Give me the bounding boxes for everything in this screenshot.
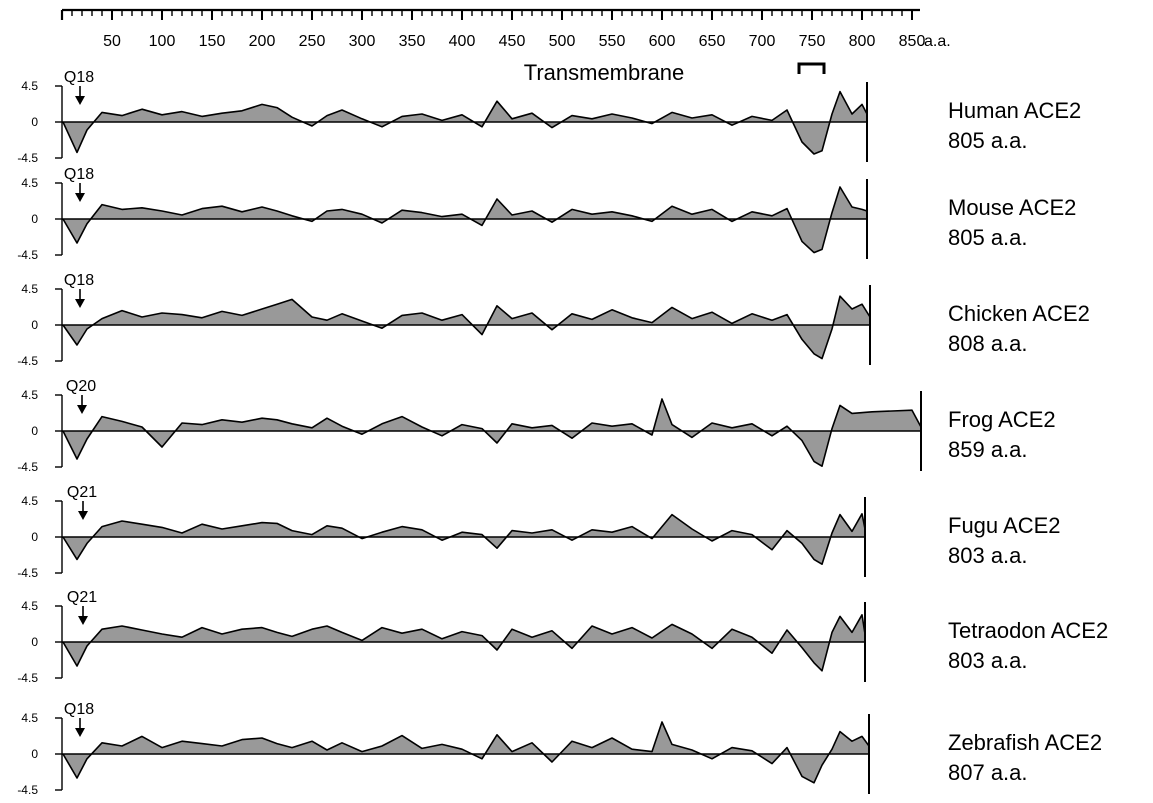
species-name-label: Tetraodon ACE2 (948, 618, 1108, 643)
species-length-label: 805 a.a. (948, 225, 1028, 250)
panel-fugu-ace2: 4.5 0 -4.5 Q21 Fugu ACE2 803 a.a. (17, 484, 1060, 580)
x-tick-label: 800 (849, 33, 876, 50)
cleavage-marker-arrow-head (78, 616, 88, 625)
y-tick-label: 4.5 (21, 494, 38, 508)
profile-area (63, 399, 921, 467)
x-tick-label: 250 (299, 33, 326, 50)
y-tick-label: 0 (31, 530, 38, 544)
cleavage-marker-arrow-head (75, 96, 85, 105)
cleavage-marker-label: Q18 (64, 272, 94, 289)
species-length-label: 808 a.a. (948, 331, 1028, 356)
y-tick-label: 0 (31, 424, 38, 438)
x-tick-label: 300 (349, 33, 376, 50)
y-tick-label: -4.5 (17, 248, 38, 262)
top-axis: 50 100 150 200 250 300 350 400 450 500 550 600 650 70… (60, 8, 951, 50)
y-tick-label: 4.5 (21, 711, 38, 725)
species-name-label: Chicken ACE2 (948, 301, 1090, 326)
cleavage-marker-arrow-head (75, 299, 85, 308)
x-tick-label: 600 (649, 33, 676, 50)
y-tick-label: -4.5 (17, 460, 38, 474)
species-name-label: Human ACE2 (948, 98, 1081, 123)
y-tick-label: 0 (31, 212, 38, 226)
profile-line (62, 90, 868, 155)
x-tick-label: 450 (499, 33, 526, 50)
cleavage-marker-label: Q21 (67, 484, 97, 501)
x-tick-label: 50 (103, 33, 121, 50)
species-length-label: 859 a.a. (948, 437, 1028, 462)
cleavage-marker-arrow-head (75, 728, 85, 737)
cleavage-marker-label: Q20 (66, 378, 96, 395)
x-tick-label: 150 (199, 33, 226, 50)
panel-human-ace2: 4.5 0 -4.5 Q18 Human ACE2 805 a.a. (17, 69, 1081, 165)
y-tick-label: 4.5 (21, 282, 38, 296)
profile-line (62, 398, 922, 467)
cleavage-marker-arrow-head (77, 405, 87, 414)
cleavage-marker-label: Q18 (64, 69, 94, 86)
species-length-label: 803 a.a. (948, 543, 1028, 568)
cleavage-marker-label: Q21 (67, 589, 97, 606)
y-tick-label: 4.5 (21, 599, 38, 613)
y-tick-label: 0 (31, 318, 38, 332)
y-tick-label: -4.5 (17, 151, 38, 165)
cleavage-marker-label: Q18 (64, 701, 94, 718)
species-name-label: Zebrafish ACE2 (948, 730, 1102, 755)
y-tick-label: -4.5 (17, 566, 38, 580)
profile-area (63, 513, 865, 565)
panel-frog-ace2: 4.5 0 -4.5 Q20 Frog ACE2 859 a.a. (17, 378, 1055, 474)
panel-tetraodon-ace2: 4.5 0 -4.5 Q21 Tetraodon ACE2 803 a.a. (17, 589, 1108, 685)
x-axis-unit-label: a.a. (924, 33, 951, 50)
transmembrane-bracket (797, 62, 826, 74)
profile-area (63, 722, 869, 783)
y-tick-label: 4.5 (21, 388, 38, 402)
y-tick-label: 0 (31, 635, 38, 649)
y-tick-label: 0 (31, 747, 38, 761)
panel-chicken-ace2: 4.5 0 -4.5 Q18 Chicken ACE2 808 a.a. (17, 272, 1090, 368)
profile-line (62, 295, 871, 360)
cleavage-marker-arrow-head (78, 511, 88, 520)
profile-line (62, 721, 870, 784)
transmembrane-label: Transmembrane (524, 60, 685, 85)
x-tick-label: 350 (399, 33, 426, 50)
species-length-label: 805 a.a. (948, 128, 1028, 153)
y-tick-label: 0 (31, 115, 38, 129)
profile-panels: 4.5 0 -4.5 Q18 Human ACE2 805 a.a. 4.5 0 -4.5 Q18… (17, 69, 1108, 797)
y-tick-label: 4.5 (21, 176, 38, 190)
x-tick-label: 200 (249, 33, 276, 50)
cleavage-marker-label: Q18 (64, 166, 94, 183)
x-tick-label: 400 (449, 33, 476, 50)
x-tick-label: 550 (599, 33, 626, 50)
species-name-label: Frog ACE2 (948, 407, 1056, 432)
panel-mouse-ace2: 4.5 0 -4.5 Q18 Mouse ACE2 805 a.a. (17, 166, 1076, 262)
y-tick-label: 4.5 (21, 79, 38, 93)
y-tick-label: -4.5 (17, 354, 38, 368)
y-tick-label: -4.5 (17, 783, 38, 797)
x-tick-label: 700 (749, 33, 776, 50)
profile-area (63, 91, 867, 154)
species-name-label: Fugu ACE2 (948, 513, 1061, 538)
cleavage-marker-arrow-head (75, 193, 85, 202)
transmembrane-annotation: Transmembrane (524, 60, 826, 85)
x-tick-label: 850 (899, 33, 926, 50)
x-tick-label: 750 (799, 33, 826, 50)
species-length-label: 803 a.a. (948, 648, 1028, 673)
profile-line (62, 186, 868, 254)
x-tick-label: 100 (149, 33, 176, 50)
panel-zebrafish-ace2: 4.5 0 -4.5 Q18 Zebrafish ACE2 807 a.a. (17, 701, 1102, 797)
profile-line (62, 513, 866, 565)
y-tick-label: -4.5 (17, 671, 38, 685)
x-tick-label: 500 (549, 33, 576, 50)
profile-area (63, 296, 870, 359)
species-name-label: Mouse ACE2 (948, 195, 1076, 220)
species-length-label: 807 a.a. (948, 760, 1028, 785)
x-tick-label: 650 (699, 33, 726, 50)
